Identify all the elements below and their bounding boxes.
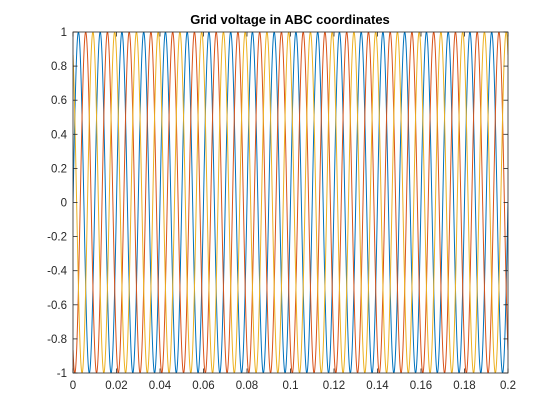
y-tick-label: -0.6 bbox=[47, 300, 67, 312]
series-line-2 bbox=[73, 32, 508, 373]
y-tick-label: 0.2 bbox=[51, 163, 67, 175]
y-tick-label: -1 bbox=[57, 368, 67, 380]
chart-title: Grid voltage in ABC coordinates bbox=[190, 12, 390, 27]
x-tick-label: 0.02 bbox=[105, 380, 127, 392]
x-tick-label: 0.2 bbox=[500, 380, 516, 392]
series-line-1 bbox=[73, 32, 508, 373]
x-tick-label: 0.12 bbox=[323, 380, 345, 392]
y-tick-label: 0 bbox=[61, 198, 67, 210]
x-tick-label: 0.06 bbox=[192, 380, 214, 392]
y-tick-label: 0.8 bbox=[51, 61, 67, 73]
axes: 0 0.02 0.04 0.06 0.08 0.1 0.12 0.14 0.16 0.18 0.2 -… bbox=[47, 27, 516, 392]
x-tick-label: 0.14 bbox=[366, 380, 389, 392]
x-tick-label: 0.1 bbox=[283, 380, 299, 392]
x-tick-label: 0.16 bbox=[410, 380, 432, 392]
series-line-3 bbox=[73, 32, 508, 373]
y-tick-label: 1 bbox=[61, 27, 67, 39]
x-tick-label: 0 bbox=[70, 380, 76, 392]
plot-area bbox=[73, 32, 508, 373]
x-tick-label: 0.18 bbox=[453, 380, 475, 392]
y-tick-label: 0.4 bbox=[51, 129, 68, 141]
y-tick-label: -0.8 bbox=[47, 334, 67, 346]
x-tick-label: 0.04 bbox=[149, 380, 172, 392]
y-tick-label: 0.6 bbox=[51, 95, 67, 107]
x-tick-label: 0.08 bbox=[236, 380, 258, 392]
y-tick-label: -0.2 bbox=[47, 232, 67, 244]
y-tick-label: -0.4 bbox=[47, 266, 67, 278]
